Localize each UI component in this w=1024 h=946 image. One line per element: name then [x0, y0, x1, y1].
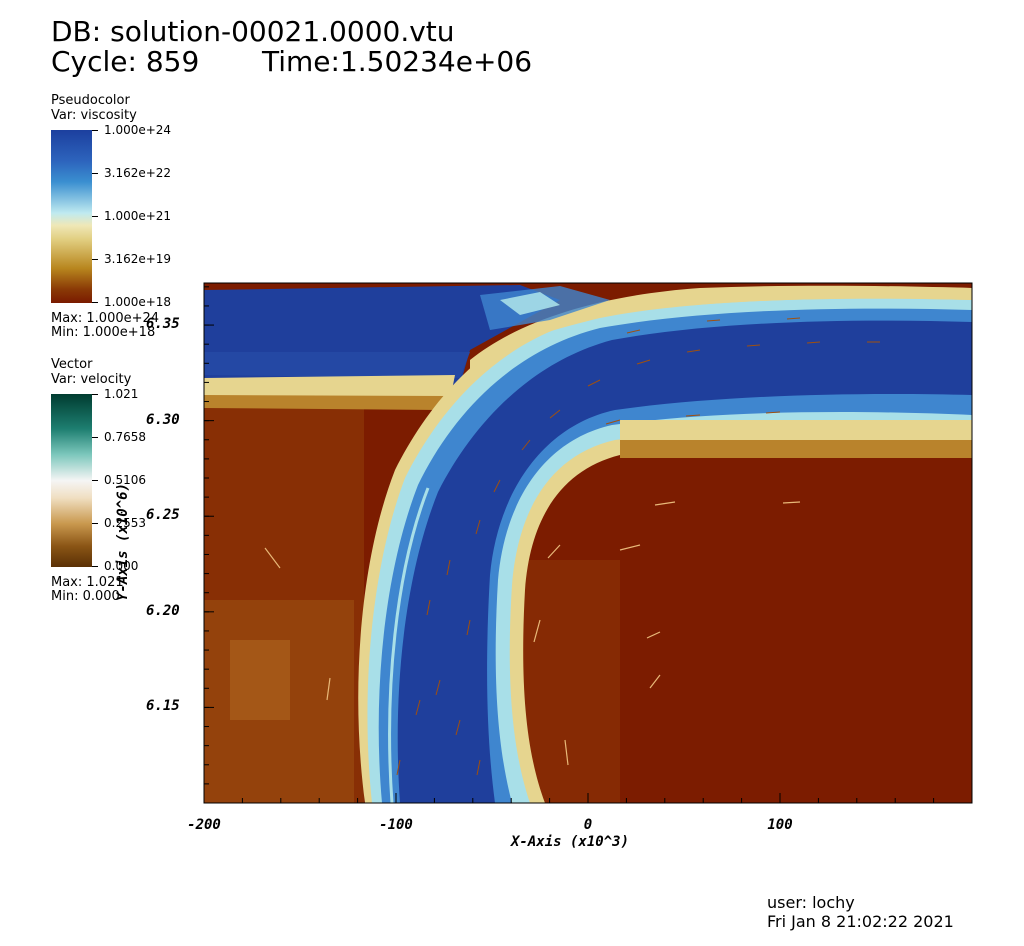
pseudocolor-tick-label: 1.000e+21 — [104, 209, 172, 223]
y-tick-label: 6.30 — [146, 411, 180, 428]
pseudocolor-min: Min: 1.000e+18 — [51, 325, 156, 340]
x-axis-label: X-Axis (x10^3) — [511, 834, 630, 850]
date-label: Fri Jan 8 21:02:22 2021 — [767, 912, 954, 931]
y-axis-label: Y-Axis (x10^6) — [115, 482, 132, 602]
x-tick-label: 0 — [583, 817, 593, 833]
database-label: DB: solution-00021.0000.vtu — [51, 15, 455, 48]
pseudocolor-tick-label: 1.000e+24 — [104, 123, 172, 137]
pseudocolor-tick-label: 3.162e+22 — [104, 166, 172, 180]
y-tick-label: 6.20 — [146, 602, 180, 619]
pseudocolor-colorbar — [51, 130, 92, 303]
x-tick-label: 100 — [767, 817, 793, 833]
pseudocolor-tick-label: 1.000e+18 — [104, 295, 172, 309]
vector-tick-label: 0.000 — [104, 559, 139, 573]
vector-legend-var: Var: velocity — [51, 372, 132, 387]
pseudocolor-tick-label: 3.162e+19 — [104, 252, 172, 266]
vector-tick-label: 0.5106 — [104, 473, 146, 487]
vector-max: Max: 1.021 — [51, 575, 124, 590]
vector-legend-title: Vector — [51, 357, 93, 372]
cycle-label: Cycle: 859 — [51, 45, 200, 78]
pseudocolor-legend-var: Var: viscosity — [51, 108, 137, 123]
pseudocolor-max: Max: 1.000e+24 — [51, 311, 160, 326]
x-tick-label: -100 — [379, 817, 413, 833]
viscosity-field — [204, 283, 972, 803]
user-label: user: lochy — [767, 893, 855, 912]
vector-tick-label: 0.2553 — [104, 516, 146, 530]
x-tick-label: -200 — [187, 817, 221, 833]
vector-tick-label: 0.7658 — [104, 430, 146, 444]
time-label: Time:1.50234e+06 — [262, 45, 533, 78]
axis-ticks — [203, 286, 973, 804]
vector-tick-label: 1.021 — [104, 387, 139, 401]
y-tick-label: 6.15 — [146, 698, 180, 715]
vector-colorbar — [51, 394, 92, 567]
y-tick-label: 6.25 — [146, 507, 180, 524]
vector-min: Min: 0.000 — [51, 589, 120, 604]
pseudocolor-legend-title: Pseudocolor — [51, 93, 130, 108]
y-tick-label: 6.35 — [146, 316, 180, 333]
